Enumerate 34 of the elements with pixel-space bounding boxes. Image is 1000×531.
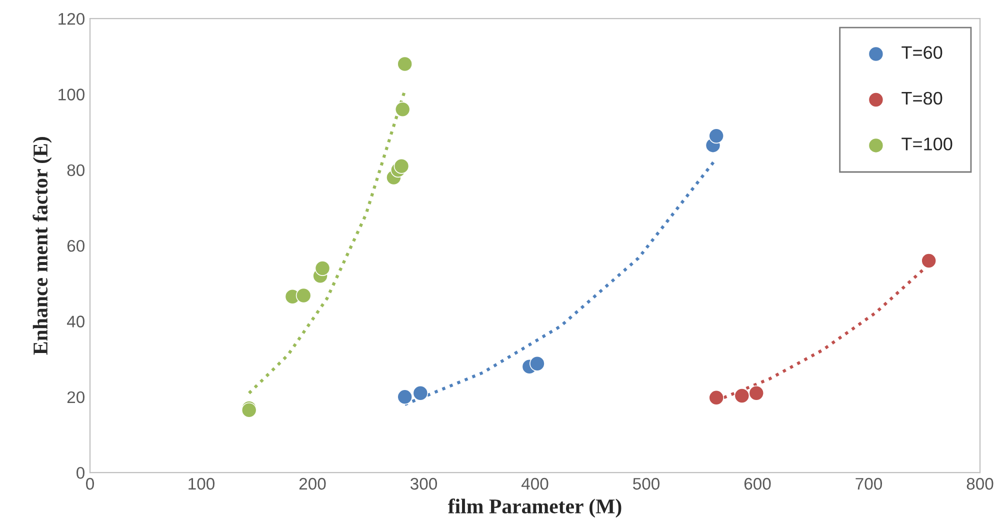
legend-label: T=80 xyxy=(902,92,942,105)
x-tick-label: 300 xyxy=(410,478,438,490)
x-tick-label: 400 xyxy=(521,478,548,490)
x-tick-label: 100 xyxy=(188,478,215,490)
y-tick-label: 60 xyxy=(67,240,84,252)
y-axis-title: Enhance ment factor (E) xyxy=(32,137,52,355)
point xyxy=(296,288,312,304)
y-tick-label: 80 xyxy=(67,164,84,176)
x-tick-label: 500 xyxy=(633,478,660,490)
point xyxy=(397,56,413,72)
x-tick-label: 200 xyxy=(299,478,326,490)
x-tick-label: 0 xyxy=(86,478,94,490)
point xyxy=(708,128,724,144)
point xyxy=(314,260,330,276)
point xyxy=(748,385,764,401)
point xyxy=(734,388,750,404)
y-tick-label: 40 xyxy=(66,316,84,328)
y-tick-label: 120 xyxy=(58,12,84,25)
point xyxy=(394,158,410,174)
legend-label: T=100 xyxy=(902,138,952,150)
y-tick-label: 20 xyxy=(67,391,84,404)
x-tick-label: 800 xyxy=(966,478,994,490)
x-axis-title: film Parameter (M) xyxy=(448,498,622,518)
point xyxy=(394,102,410,118)
y-tick-label: 100 xyxy=(58,88,84,100)
y-tick-label: 0 xyxy=(76,466,84,479)
x-tick-label: 700 xyxy=(856,478,882,490)
x-tick-label: 600 xyxy=(744,478,771,490)
point xyxy=(412,385,428,401)
point xyxy=(530,356,545,372)
point xyxy=(708,390,724,406)
point xyxy=(397,389,413,405)
point xyxy=(921,253,937,268)
legend-label: T=60 xyxy=(902,46,942,59)
